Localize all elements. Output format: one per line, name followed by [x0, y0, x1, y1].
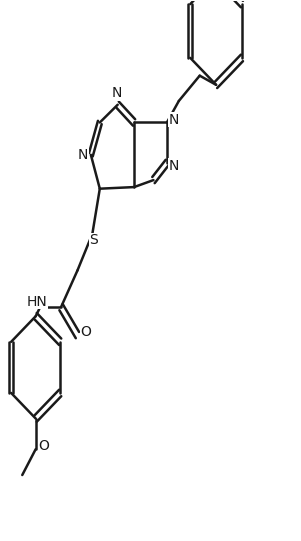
Text: O: O	[80, 325, 91, 339]
Text: S: S	[89, 233, 98, 247]
Text: N: N	[112, 86, 122, 100]
Text: HN: HN	[27, 295, 48, 309]
Text: N: N	[169, 159, 179, 173]
Text: N: N	[169, 113, 179, 127]
Text: O: O	[39, 439, 49, 453]
Text: N: N	[78, 148, 88, 162]
